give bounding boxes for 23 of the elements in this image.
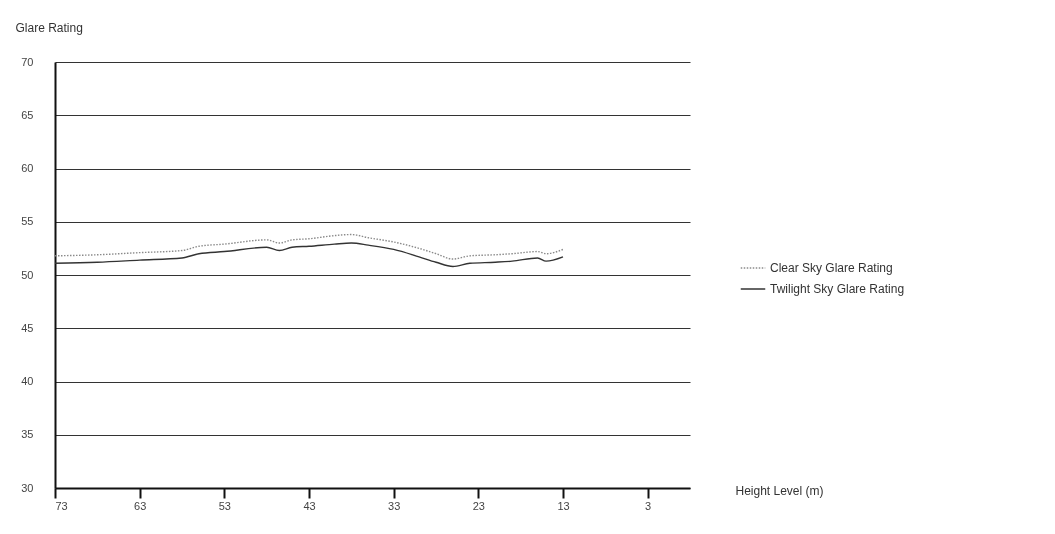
legend-label: Twilight Sky Glare Rating <box>770 282 905 296</box>
y-tick-label: 60 <box>21 162 34 174</box>
line-series <box>54 233 564 260</box>
x-tick-label: 53 <box>218 499 231 512</box>
x-tick-label: 13 <box>557 499 570 512</box>
x-axis-title: Height Level (m) <box>735 483 824 498</box>
legend-label: Clear Sky Glare Rating <box>770 261 893 275</box>
x-tick-label: 43 <box>303 499 316 512</box>
y-tick-label: 50 <box>21 268 34 281</box>
y-tick-label: 70 <box>21 55 34 68</box>
y-tick-label: 45 <box>21 321 34 334</box>
y-tick-label: 65 <box>21 108 34 121</box>
x-tick-label: 33 <box>388 499 401 512</box>
y-tick-label: 55 <box>21 215 34 228</box>
x-tick-label: 3 <box>645 499 652 512</box>
line-series <box>54 242 564 268</box>
x-tick-label: 23 <box>472 499 485 512</box>
y-tick-label: 40 <box>21 375 34 387</box>
x-tick-label: 63 <box>134 499 147 512</box>
y-axis-title: Glare Rating <box>15 20 83 35</box>
y-tick-label: 30 <box>21 481 34 494</box>
x-tick-label: 73 <box>55 499 68 512</box>
y-tick-label: 35 <box>21 428 34 441</box>
